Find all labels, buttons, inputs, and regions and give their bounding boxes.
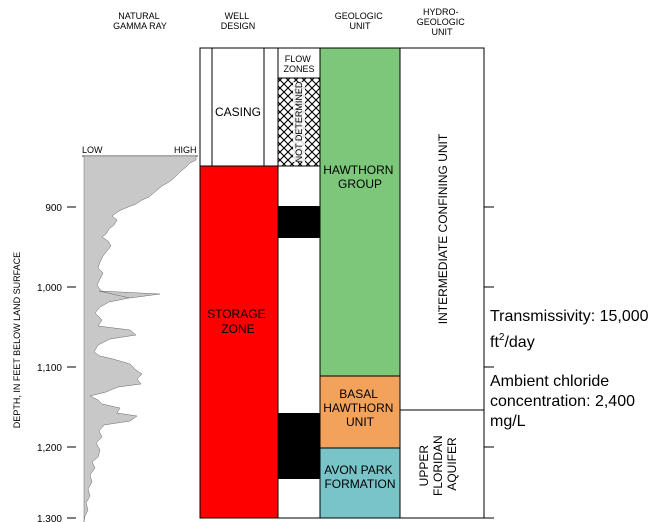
storage-zone [199, 165, 279, 519]
transmissivity-text: Transmissivity: 15,000 [490, 308, 649, 325]
gamma-ray-log [83, 155, 197, 522]
hydrogeologic-unit-column: INTERMEDIATE CONFINING UNIT UPPER FLORID… [399, 47, 485, 519]
flow-zones-label: FLOW ZONES [283, 54, 314, 74]
basal-hawthorn-unit [319, 375, 401, 449]
well-design-header: WELL DESIGN [221, 11, 256, 31]
hawthorn-group-label: HAWTHORN GROUP [323, 163, 397, 191]
gamma-header: NATURAL GAMMA RAY [113, 11, 167, 31]
depth-ticks-left: 900 1,000 1,100 1,200 1,300 [37, 203, 76, 522]
depth-axis-label: DEPTH, IN FEET BELOW LAND SURFACE [12, 252, 22, 428]
basal-hawthorn-label: BASAL HAWTHORN UNIT [323, 387, 397, 429]
flow-zone-lower [278, 413, 320, 479]
intermediate-confining-unit-label: INTERMEDIATE CONFINING UNIT [436, 133, 450, 324]
gamma-high-label: HIGH [174, 145, 197, 155]
avon-park-label: AVON PARK FORMATION [324, 463, 396, 491]
gamma-spike [98, 290, 161, 299]
avon-park-formation [319, 447, 401, 519]
geologic-unit-header: GEOLOGIC UNIT [335, 11, 386, 31]
not-determined-label: NOT DETERMINED [294, 81, 304, 162]
hawthorn-group [319, 47, 401, 377]
transmissivity-units: ft2/day [490, 332, 535, 351]
casing-label: CASING [215, 105, 261, 119]
flow-zones-column: FLOW ZONES NOT DETERMINED [277, 47, 321, 519]
tick-1300: 1,300 [37, 514, 62, 522]
tick-1200: 1,200 [37, 443, 62, 454]
depth-ticks-right [484, 206, 494, 519]
hydrogeologic-unit-header: HYDRO- GEOLOGIC UNIT [417, 7, 468, 37]
tick-1000: 1,000 [37, 283, 62, 294]
flow-zone-upper [278, 206, 320, 238]
chloride-text: Ambient chloride concentration: 2,400 mg… [490, 373, 639, 430]
tick-900: 900 [45, 203, 62, 214]
gamma-low-label: LOW [82, 145, 103, 155]
upper-floridan-aquifer-label: UPPER FLORIDAN AQUIFER [417, 432, 459, 496]
well-design-column: CASING STORAGE ZONE [199, 47, 279, 519]
storage-zone-label: STORAGE ZONE [207, 307, 269, 336]
geologic-unit-column: HAWTHORN GROUP BASAL HAWTHORN UNIT AVON … [319, 47, 401, 519]
tick-1100: 1,100 [37, 363, 62, 374]
